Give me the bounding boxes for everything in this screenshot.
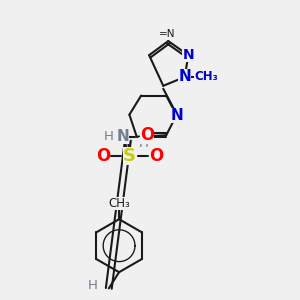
Text: CH₃: CH₃ — [108, 197, 130, 210]
Text: N: N — [116, 129, 129, 144]
Text: H: H — [139, 137, 149, 150]
Text: O: O — [149, 148, 163, 166]
Text: S: S — [123, 148, 136, 166]
Text: H: H — [88, 279, 98, 292]
Text: H: H — [104, 130, 114, 143]
Text: N: N — [178, 70, 191, 85]
Text: O: O — [96, 148, 110, 166]
Text: CH₃: CH₃ — [194, 70, 218, 83]
Text: N: N — [170, 108, 183, 123]
Text: N: N — [182, 48, 194, 62]
Text: =N: =N — [158, 29, 175, 39]
Text: O: O — [140, 126, 154, 144]
